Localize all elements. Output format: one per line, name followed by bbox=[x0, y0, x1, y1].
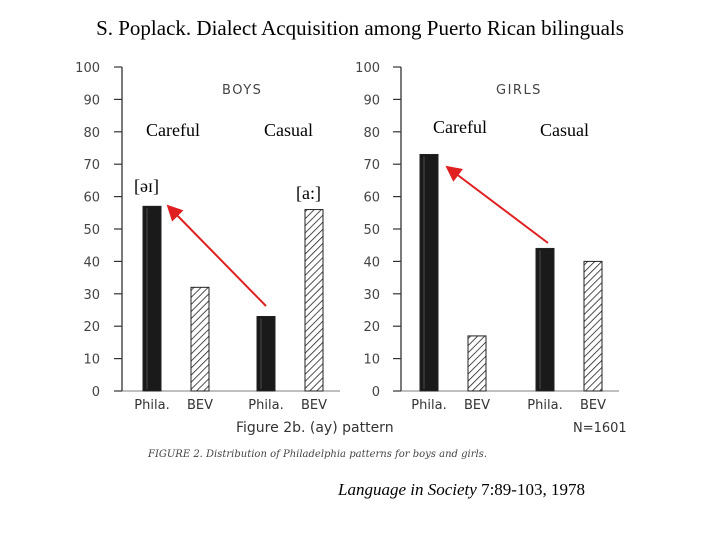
figure-n: N=1601 bbox=[573, 421, 627, 436]
y-tick-label: 30 bbox=[83, 288, 100, 303]
panel-title: GIRLS bbox=[496, 83, 542, 98]
x-tick-label: BEV bbox=[464, 398, 490, 413]
x-tick-label: BEV bbox=[301, 398, 327, 413]
y-tick-label: 100 bbox=[75, 61, 100, 76]
bar-texture bbox=[146, 208, 148, 389]
bar-bev-1 bbox=[467, 335, 487, 392]
y-tick-label: 40 bbox=[363, 255, 380, 270]
x-tick-label: BEV bbox=[187, 398, 213, 413]
bar-bev-3 bbox=[583, 260, 603, 392]
casual-label-girls: Casual bbox=[540, 120, 589, 140]
arrow-girls bbox=[445, 165, 549, 244]
citation: Language in Society 7:89-103, 1978 bbox=[338, 480, 585, 500]
y-tick-label: 50 bbox=[83, 223, 100, 238]
panel-title: BOYS bbox=[222, 83, 262, 98]
bar-phila-2 bbox=[535, 247, 555, 392]
phone-label-left: [əɪ] bbox=[134, 176, 159, 196]
phone-label-right: [a:] bbox=[296, 183, 321, 203]
y-tick-label: 10 bbox=[83, 353, 100, 368]
careful-label-girls: Careful bbox=[433, 117, 487, 137]
y-tick-label: 0 bbox=[372, 385, 380, 400]
x-tick-label: Phila. bbox=[527, 398, 562, 413]
slide-title: S. Poplack. Dialect Acquisition among Pu… bbox=[96, 16, 624, 40]
y-tick-label: 90 bbox=[83, 93, 100, 108]
y-tick-label: 30 bbox=[363, 288, 380, 303]
x-tick-label: Phila. bbox=[411, 398, 446, 413]
x-tick-label: BEV bbox=[580, 398, 606, 413]
bar-texture bbox=[423, 156, 425, 389]
arrow-boys bbox=[166, 204, 267, 307]
y-tick-label: 60 bbox=[83, 191, 100, 206]
y-tick-label: 70 bbox=[363, 158, 380, 173]
y-tick-label: 10 bbox=[363, 353, 380, 368]
y-tick-label: 80 bbox=[83, 126, 100, 141]
figure-caption: FIGURE 2. Distribution of Philadelphia p… bbox=[147, 449, 487, 460]
y-tick-label: 70 bbox=[83, 158, 100, 173]
citation-journal: Language in Society bbox=[338, 480, 477, 499]
bar-bev-3 bbox=[304, 209, 324, 392]
y-tick-label: 80 bbox=[363, 126, 380, 141]
bar-phila-0 bbox=[419, 153, 439, 392]
careful-label-boys: Careful bbox=[146, 120, 200, 140]
bar-texture bbox=[260, 318, 262, 389]
casual-label-boys: Casual bbox=[264, 120, 313, 140]
y-tick-label: 100 bbox=[355, 61, 380, 76]
x-tick-label: Phila. bbox=[248, 398, 283, 413]
y-tick-label: 20 bbox=[83, 320, 100, 335]
citation-details: 7:89-103, 1978 bbox=[476, 480, 585, 499]
bar-texture bbox=[539, 250, 541, 389]
x-tick-label: Phila. bbox=[134, 398, 169, 413]
bar-phila-0 bbox=[142, 205, 162, 392]
y-tick-label: 60 bbox=[363, 191, 380, 206]
y-tick-label: 0 bbox=[92, 385, 100, 400]
bar-bev-1 bbox=[190, 286, 210, 392]
y-tick-label: 20 bbox=[363, 320, 380, 335]
y-tick-label: 90 bbox=[363, 93, 380, 108]
bar-phila-2 bbox=[256, 315, 276, 392]
figure-title: Figure 2b. (ay) pattern bbox=[236, 420, 394, 436]
y-tick-label: 50 bbox=[363, 223, 380, 238]
chart-panel-1: 0 10 20 30 40 50 60 70 80 90 100 GIRLS Phila. BEV Phil… bbox=[355, 61, 619, 413]
chart-panel-0: 0 10 20 30 40 50 60 70 80 90 100 BOYS Phila. BEV Phila… bbox=[75, 61, 340, 413]
y-tick-label: 40 bbox=[83, 255, 100, 270]
